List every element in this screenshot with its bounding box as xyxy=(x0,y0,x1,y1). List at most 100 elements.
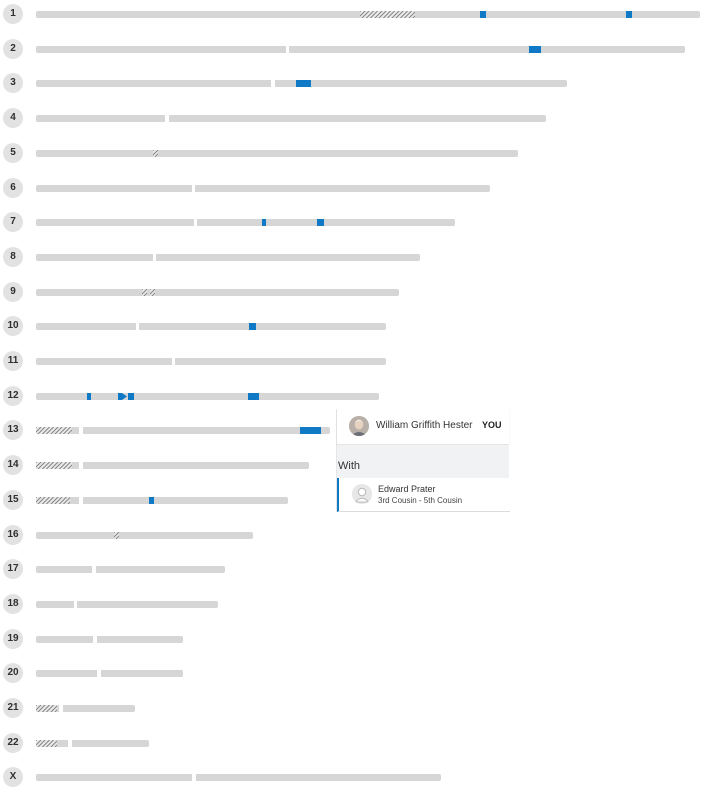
default-user-icon xyxy=(352,484,372,504)
chromosome-bar[interactable] xyxy=(36,80,567,87)
shared-dna-segment[interactable] xyxy=(118,393,122,400)
chromosome-label: 4 xyxy=(3,108,23,128)
chromosome-label: 17 xyxy=(3,559,23,579)
chromosome-bar[interactable] xyxy=(36,427,330,434)
centromere xyxy=(79,497,83,504)
centromere xyxy=(141,289,156,296)
chromosome-label: 1 xyxy=(3,4,23,24)
shared-dna-segment[interactable] xyxy=(248,393,259,400)
centromere xyxy=(192,774,196,781)
chromosome-label: 22 xyxy=(3,733,23,753)
chromosome-bar[interactable] xyxy=(36,566,225,573)
chromosome-bar[interactable] xyxy=(36,323,386,330)
chromosome-label: 14 xyxy=(3,455,23,475)
you-row: William Griffith Hester YOU xyxy=(337,409,509,445)
chromosome-label: 12 xyxy=(3,386,23,406)
chromosome-label: 2 xyxy=(3,39,23,59)
heterochromatin-region xyxy=(36,427,72,434)
shared-dna-segment[interactable] xyxy=(262,219,266,226)
centromere xyxy=(172,358,175,365)
chromosome-bar[interactable] xyxy=(36,532,253,539)
chromosome-label: 11 xyxy=(3,351,23,371)
shared-dna-segment[interactable] xyxy=(529,46,541,53)
shared-dna-segment[interactable] xyxy=(128,393,134,400)
heterochromatin-region xyxy=(36,705,57,712)
chromosome-bar[interactable] xyxy=(36,46,685,53)
shared-dna-segment[interactable] xyxy=(480,11,486,18)
match-name: Edward Prater xyxy=(378,484,436,494)
heterochromatin-region xyxy=(150,289,155,296)
centromere xyxy=(165,115,169,122)
centromere xyxy=(286,46,289,53)
centromere xyxy=(192,185,195,192)
chromosome-bar[interactable] xyxy=(36,740,149,747)
centromere xyxy=(79,462,83,469)
centromere xyxy=(136,323,139,330)
chromosome-label: 5 xyxy=(3,143,23,163)
centromere xyxy=(97,670,101,677)
chromosome-bar[interactable] xyxy=(36,705,135,712)
chromosome-bar[interactable] xyxy=(36,601,218,608)
centromere xyxy=(93,636,97,643)
centromere xyxy=(92,566,96,573)
centromere xyxy=(153,254,156,261)
chromosome-label: 16 xyxy=(3,525,23,545)
chromosome-bar[interactable] xyxy=(36,774,441,781)
user-photo-icon xyxy=(349,416,369,436)
heterochromatin-region xyxy=(36,740,57,747)
you-name: William Griffith Hester xyxy=(376,420,473,431)
centromere xyxy=(59,705,63,712)
with-header xyxy=(337,445,509,478)
chromosome-bar[interactable] xyxy=(36,254,420,261)
match-legend: William Griffith Hester YOU With Edward … xyxy=(336,409,510,512)
chromosome-label: 10 xyxy=(3,316,23,336)
chromosome-bar[interactable] xyxy=(36,150,518,157)
chromosome-bar[interactable] xyxy=(36,358,386,365)
chromosome-bar[interactable] xyxy=(36,11,700,18)
chromosome-bar[interactable] xyxy=(36,115,546,122)
chromosome-label: 20 xyxy=(3,663,23,683)
heterochromatin-region xyxy=(153,150,158,157)
centromere xyxy=(68,740,72,747)
centromere xyxy=(151,150,164,157)
centromere xyxy=(79,427,83,434)
centromere xyxy=(112,532,128,539)
with-label: With xyxy=(338,460,360,472)
chromosome-bar[interactable] xyxy=(36,393,379,400)
match-relationship: 3rd Cousin - 5th Cousin xyxy=(378,496,463,505)
chromosome-bar[interactable] xyxy=(36,219,455,226)
chromosome-bar[interactable] xyxy=(36,185,490,192)
shared-dna-segment[interactable] xyxy=(317,219,324,226)
heterochromatin-region xyxy=(142,289,147,296)
chromosome-bar[interactable] xyxy=(36,497,288,504)
chromosome-label: 8 xyxy=(3,247,23,267)
shared-dna-segment[interactable] xyxy=(249,323,256,330)
chromosome-label: 6 xyxy=(3,178,23,198)
centromere xyxy=(194,219,197,226)
shared-dna-segment[interactable] xyxy=(626,11,632,18)
shared-dna-segment[interactable] xyxy=(122,393,127,400)
chromosome-label: 7 xyxy=(3,212,23,232)
chromosome-bar[interactable] xyxy=(36,670,183,677)
chromosome-bar[interactable] xyxy=(36,636,183,643)
shared-dna-segment[interactable] xyxy=(149,497,154,504)
you-badge: YOU xyxy=(482,420,502,430)
chromosome-label: 18 xyxy=(3,594,23,614)
chromosome-label: 3 xyxy=(3,73,23,93)
chromosome-label: 19 xyxy=(3,629,23,649)
heterochromatin-region xyxy=(36,462,72,469)
heterochromatin-region xyxy=(360,11,415,18)
shared-dna-segment[interactable] xyxy=(87,393,91,400)
chromosome-bar[interactable] xyxy=(36,462,309,469)
chromosome-label: 13 xyxy=(3,420,23,440)
heterochromatin-region xyxy=(36,497,70,504)
centromere xyxy=(271,80,275,87)
chromosome-label: X xyxy=(3,767,23,787)
chromosome-label: 21 xyxy=(3,698,23,718)
match-item[interactable]: Edward Prater 3rd Cousin - 5th Cousin xyxy=(337,478,510,512)
chromosome-label: 9 xyxy=(3,282,23,302)
shared-dna-segment[interactable] xyxy=(296,80,311,87)
shared-dna-segment[interactable] xyxy=(300,427,321,434)
chromosome-bar[interactable] xyxy=(36,289,399,296)
